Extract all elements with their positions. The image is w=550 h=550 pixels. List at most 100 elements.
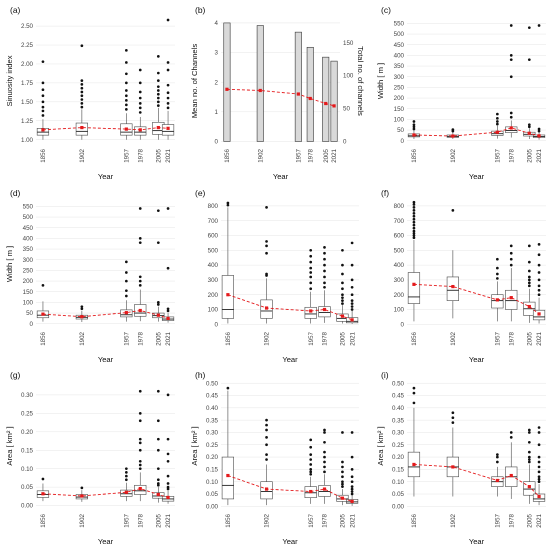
outlier-point bbox=[350, 299, 354, 302]
y-tick-label: 800 bbox=[394, 203, 405, 210]
x-tick-label: 1856 bbox=[225, 331, 232, 345]
outlier-point bbox=[309, 281, 313, 285]
outlier-point bbox=[41, 114, 45, 117]
outlier-point bbox=[265, 206, 268, 209]
outlier-point bbox=[412, 217, 416, 221]
outlier-point bbox=[125, 98, 128, 102]
panel-label: (h) bbox=[195, 370, 206, 380]
y-tick-label: 250 bbox=[394, 85, 405, 92]
outlier-point bbox=[80, 486, 84, 490]
outlier-point bbox=[156, 209, 160, 213]
panel-h: 0.00 0.05 0.10 0.15 0.20 0.25 0.30 0.35 0.40 0.45… bbox=[190, 370, 359, 546]
outlier-point bbox=[156, 55, 160, 58]
x-tick-label: 2021 bbox=[165, 331, 172, 345]
bar bbox=[306, 46, 314, 142]
mean-point bbox=[264, 306, 269, 310]
outlier-point bbox=[527, 428, 531, 432]
y-tick-label: 3 bbox=[215, 50, 219, 57]
outlier-point bbox=[138, 467, 142, 471]
panel-g: 0.00 0.05 0.10 0.15 0.20 0.25 0.30 1856 1902 1957… bbox=[5, 370, 175, 546]
x-tick-label: 2005 bbox=[340, 513, 347, 527]
outlier-point bbox=[156, 100, 160, 104]
y-tick-label: 500 bbox=[394, 31, 405, 38]
y2-tick-label: 150 bbox=[343, 40, 354, 47]
outlier-point bbox=[412, 231, 416, 235]
mean-point bbox=[309, 309, 313, 313]
y-tick-label: 100 bbox=[394, 307, 405, 314]
x-tick-label: 2021 bbox=[349, 331, 356, 345]
outlier-point bbox=[166, 307, 170, 311]
outlier-point bbox=[496, 272, 499, 276]
y-tick-label: 150 bbox=[394, 106, 405, 113]
panel-label: (e) bbox=[195, 188, 206, 198]
outlier-point bbox=[138, 237, 142, 240]
outlier-point bbox=[341, 281, 344, 285]
outlier-point bbox=[80, 101, 84, 105]
y-axis-label: Area [ km² ] bbox=[376, 426, 385, 465]
outlier-point bbox=[537, 263, 541, 267]
y-tick-label: 0.35 bbox=[206, 417, 219, 424]
outlier-point bbox=[156, 389, 160, 393]
outlier-point bbox=[80, 90, 84, 94]
outlier-point bbox=[341, 293, 344, 297]
outlier-point bbox=[527, 275, 531, 279]
y-tick-label: 450 bbox=[23, 225, 34, 232]
y-tick-label: 0.45 bbox=[206, 393, 219, 400]
outlier-point bbox=[156, 96, 160, 100]
y-tick-label: 0.10 bbox=[206, 479, 219, 486]
y-tick-label: 0.20 bbox=[392, 454, 405, 461]
box bbox=[407, 272, 421, 304]
outlier-point bbox=[166, 309, 170, 313]
mean-point bbox=[41, 312, 45, 316]
mean-point bbox=[138, 128, 142, 132]
outlier-point bbox=[138, 111, 142, 114]
outlier-point bbox=[156, 482, 160, 485]
y-axis-label: Width [ m ] bbox=[376, 63, 385, 99]
y-tick-label: 350 bbox=[394, 63, 405, 70]
panel-c: 0 50 100 150 200 250 300 350 400 450 500 550 1856 190… bbox=[376, 5, 546, 181]
outlier-point bbox=[309, 271, 313, 274]
y-tick-label: 0.15 bbox=[21, 447, 34, 454]
y-tick-label: 0.30 bbox=[392, 430, 405, 437]
outlier-point bbox=[412, 127, 416, 131]
outlier-point bbox=[350, 485, 354, 488]
y-tick-label: 450 bbox=[394, 42, 405, 49]
outlier-point bbox=[412, 209, 416, 212]
outlier-point bbox=[41, 100, 45, 104]
mean-point bbox=[296, 92, 300, 96]
y-tick-label: 0.35 bbox=[392, 417, 405, 424]
outlier-point bbox=[166, 91, 170, 95]
outlier-point bbox=[527, 278, 531, 282]
outlier-point bbox=[412, 125, 416, 129]
outlier-point bbox=[350, 480, 354, 484]
outlier-point bbox=[341, 465, 344, 469]
outlier-point bbox=[309, 445, 313, 449]
y-tick-label: 1.50 bbox=[21, 99, 34, 106]
x-tick-label: 1902 bbox=[264, 331, 271, 345]
x-tick-label: 1902 bbox=[257, 148, 264, 162]
mean-point bbox=[41, 128, 45, 132]
outlier-point bbox=[125, 72, 128, 76]
outlier-point bbox=[265, 272, 268, 276]
mean-point bbox=[264, 487, 269, 491]
mean-point bbox=[412, 282, 416, 286]
outlier-point bbox=[412, 203, 416, 206]
outlier-point bbox=[350, 278, 354, 282]
mean-point bbox=[340, 314, 345, 318]
mean-point bbox=[412, 133, 416, 137]
outlier-point bbox=[509, 111, 513, 115]
y-tick-label: 0.50 bbox=[206, 380, 219, 387]
panel-label: (d) bbox=[10, 188, 21, 198]
x-tick-label: 1978 bbox=[137, 148, 144, 162]
outlier-point bbox=[412, 123, 416, 127]
outlier-point bbox=[125, 89, 128, 92]
mean-point bbox=[166, 316, 170, 320]
mean-point bbox=[350, 499, 354, 503]
outlier-point bbox=[166, 459, 170, 463]
outlier-point bbox=[537, 470, 541, 474]
y-tick-label: 0.20 bbox=[21, 429, 34, 436]
outlier-point bbox=[412, 386, 416, 390]
mean-point bbox=[80, 125, 84, 130]
mean-trend-line bbox=[42, 310, 169, 319]
mean-point bbox=[226, 293, 230, 297]
